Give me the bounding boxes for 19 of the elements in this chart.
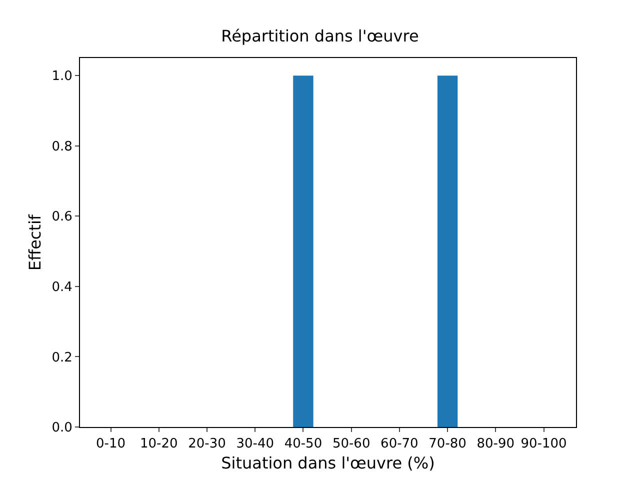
x-tick-label: 0-10 (96, 436, 126, 452)
y-axis-title: Effectif (26, 214, 45, 271)
y-tick-label: 0.0 (52, 420, 72, 436)
y-tick-label: 1.0 (52, 69, 72, 84)
x-tick-label: 20-30 (188, 436, 226, 452)
x-tick-label: 30-40 (236, 436, 274, 452)
x-tick-label: 90-100 (520, 436, 567, 452)
x-tick-label: 40-50 (284, 436, 322, 452)
x-tick-label: 60-70 (380, 436, 418, 452)
x-axis-title: Situation dans l'œuvre (%) (221, 453, 435, 472)
x-tick-label: 50-60 (332, 436, 370, 452)
y-tick-label: 0.6 (52, 210, 72, 225)
x-tick-label: 70-80 (428, 436, 466, 452)
y-tick-label: 0.4 (52, 280, 72, 295)
y-tick-label: 0.8 (52, 139, 72, 154)
x-tick-label: 80-90 (476, 436, 515, 452)
x-tick-label: 10-20 (140, 436, 178, 452)
y-tick-label: 0.2 (52, 350, 72, 366)
chart-title: Répartition dans l'œuvre (221, 26, 419, 46)
